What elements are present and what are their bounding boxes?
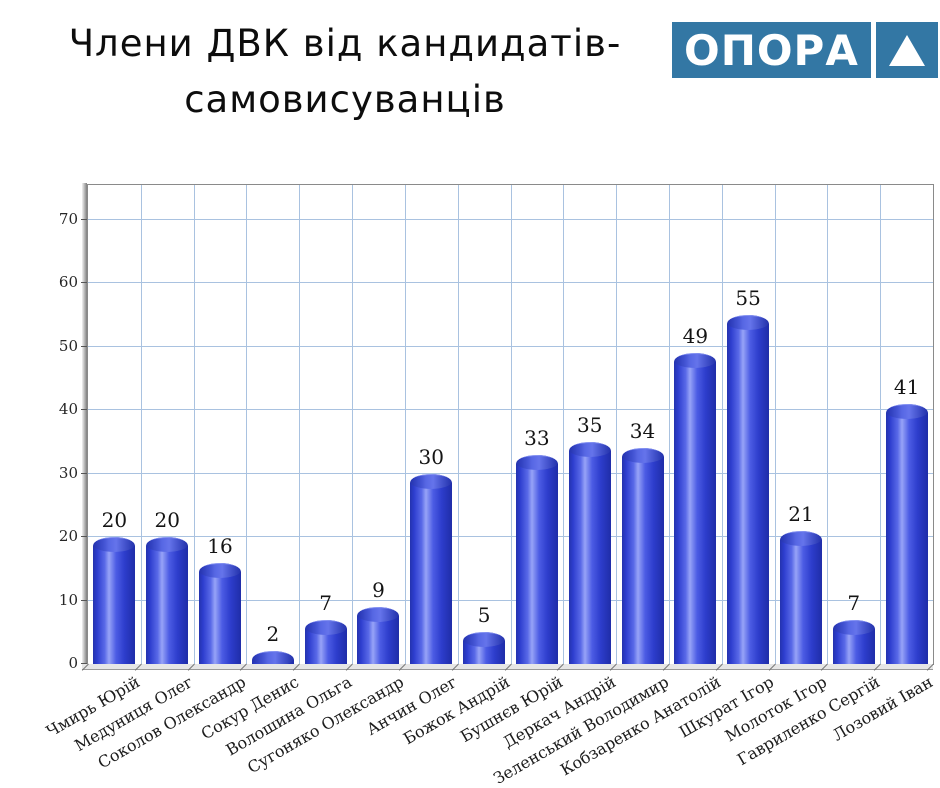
chart-title: Члени ДВК від кандидатів- самовисуванців (30, 16, 660, 128)
bar (146, 537, 189, 664)
grid-line-vertical (404, 185, 406, 664)
bar (93, 537, 136, 664)
grid-line-vertical (299, 185, 301, 664)
grid-line-vertical (668, 185, 670, 664)
y-tick-label: 70 (58, 209, 78, 228)
bar-value-label: 5 (477, 603, 491, 628)
bar-top-cap (568, 441, 611, 457)
bar-top-cap (410, 473, 453, 489)
bar (832, 619, 875, 664)
grid-line-vertical (827, 185, 829, 664)
opora-logo-text: ОПОРА (672, 22, 871, 78)
grid-line-vertical (352, 185, 354, 664)
bar-value-label: 55 (735, 286, 761, 311)
bar (357, 606, 400, 664)
grid-line-vertical (880, 185, 882, 664)
grid-line-vertical (140, 185, 142, 664)
bar-value-label: 33 (524, 425, 550, 450)
bar (199, 562, 242, 664)
bar-top-cap (515, 454, 558, 470)
y-tick-mark (81, 218, 87, 220)
bar (621, 448, 664, 664)
chart-title-line1: Члени ДВК від кандидатів- (68, 22, 622, 65)
y-tick-mark (81, 663, 87, 664)
bar (410, 473, 453, 664)
bar (727, 315, 770, 664)
y-tick-label: 50 (58, 336, 78, 355)
grid-line-vertical (510, 185, 512, 664)
bar-top-cap (885, 403, 928, 419)
grid-line-vertical (721, 185, 723, 664)
bar-top-cap (251, 651, 294, 664)
grid-line-vertical (774, 185, 776, 664)
y-tick-label: 40 (58, 400, 78, 419)
bar-top-cap (463, 632, 506, 648)
y-tick-mark (81, 472, 87, 474)
y-tick-label: 20 (58, 527, 78, 546)
bar-value-label: 35 (576, 412, 603, 437)
bar-value-label: 7 (319, 590, 333, 615)
bar-top-cap (779, 530, 822, 546)
bar-top-cap (304, 619, 347, 635)
bar-value-label: 16 (207, 533, 233, 558)
y-tick-label: 60 (58, 273, 78, 292)
grid-line-vertical (563, 185, 565, 664)
bar-top-cap (832, 619, 875, 635)
y-tick-label: 30 (58, 463, 78, 482)
bar (515, 454, 558, 664)
bar-top-cap (727, 315, 770, 331)
bar-top-cap (93, 537, 136, 553)
chart-title-line2: самовисуванців (184, 78, 506, 121)
bar-value-label: 20 (154, 508, 180, 533)
bar (463, 632, 506, 664)
y-tick-mark (81, 536, 87, 538)
bar (251, 651, 294, 664)
opora-logo: ОПОРА (672, 22, 938, 78)
y-tick-mark (81, 599, 87, 601)
bar-value-label: 21 (788, 501, 814, 526)
bar-value-label: 49 (682, 324, 709, 349)
y-tick-label: 0 (68, 654, 78, 672)
bar-value-label: 30 (418, 444, 444, 469)
bar (304, 619, 347, 664)
grid-line-vertical (616, 185, 618, 664)
y-tick-mark (81, 282, 87, 284)
chart-plot-area: 0 10 20 30 40 50 60 70 20 Чмирь Юрій 20 Медуниця Ол… (43, 183, 936, 788)
bar (885, 403, 928, 664)
grid-line-vertical (246, 185, 248, 664)
bar-top-cap (357, 606, 400, 622)
bar (568, 441, 611, 664)
bar-top-cap (199, 562, 242, 578)
bar-value-label: 34 (629, 419, 656, 444)
triangle-up-icon (888, 34, 925, 66)
bar-value-label: 9 (372, 577, 385, 602)
bar (779, 530, 822, 664)
y-tick-mark (81, 409, 87, 411)
y-tick-label: 10 (58, 590, 78, 609)
y-tick-mark (81, 345, 87, 347)
plot-3d-left-wall (82, 183, 87, 666)
grid-line-vertical (193, 185, 195, 664)
opora-logo-square (875, 22, 938, 78)
grid-line-vertical (457, 185, 459, 664)
bar-value-label: 41 (893, 374, 920, 399)
bar-value-label: 20 (101, 508, 128, 533)
bar-value-label: 2 (266, 622, 280, 647)
bar-top-cap (621, 448, 664, 464)
bar-top-cap (146, 537, 189, 553)
bar (674, 353, 717, 664)
bar-top-cap (674, 353, 717, 369)
bar-value-label: 7 (847, 590, 861, 615)
